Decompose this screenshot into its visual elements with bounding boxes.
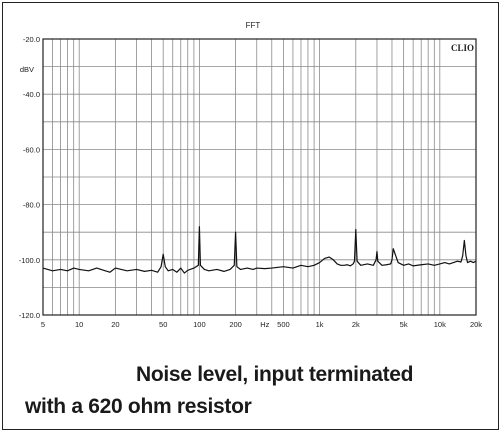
- x-tick-labels: 5 10 20 50 100 200 Hz 500 1k 2k 5k 10k 20k: [41, 320, 482, 329]
- x-tick-label: 1k: [316, 320, 324, 329]
- series-line: [42, 226, 477, 274]
- chart-title: FFT: [246, 21, 261, 30]
- figure-frame: -20.0 -40.0 -60.0 -80.0 -100.0 -120.0 5 10 20 50…: [2, 2, 499, 430]
- x-tick-label: 200: [229, 320, 242, 329]
- x-tick-label: 2k: [352, 320, 360, 329]
- fft-chart: -20.0 -40.0 -60.0 -80.0 -100.0 -120.0 5 10 20 50…: [19, 21, 483, 329]
- x-tick-label: 5: [41, 320, 45, 329]
- y-axis-unit: dBV: [20, 65, 34, 74]
- caption-line-1: Noise level, input terminated: [136, 363, 414, 386]
- x-tick-label: 50: [159, 320, 167, 329]
- plot-border: [42, 38, 477, 316]
- x-tick-label: 100: [193, 320, 206, 329]
- y-tick-label: -120.0: [19, 311, 40, 320]
- x-tick-label: 10: [75, 320, 83, 329]
- y-tick-label: -100.0: [19, 256, 40, 265]
- y-tick-label: -80.0: [23, 201, 40, 210]
- clio-watermark: CLIO: [451, 43, 474, 53]
- x-tick-label: 10k: [434, 320, 446, 329]
- x-tick-label: Hz: [260, 320, 269, 329]
- series-line-group: [42, 226, 477, 274]
- x-tick-label: 5k: [400, 320, 408, 329]
- x-tick-label: 20k: [470, 320, 482, 329]
- y-tick-label: -60.0: [23, 145, 40, 154]
- x-tick-label: 500: [277, 320, 290, 329]
- caption-line-2: with a 620 ohm resistor: [25, 395, 252, 418]
- y-tick-label: -40.0: [23, 90, 40, 99]
- y-tick-label: -20.0: [23, 35, 40, 44]
- y-tick-labels: -20.0 -40.0 -60.0 -80.0 -100.0 -120.0: [19, 35, 40, 320]
- x-tick-label: 20: [111, 320, 119, 329]
